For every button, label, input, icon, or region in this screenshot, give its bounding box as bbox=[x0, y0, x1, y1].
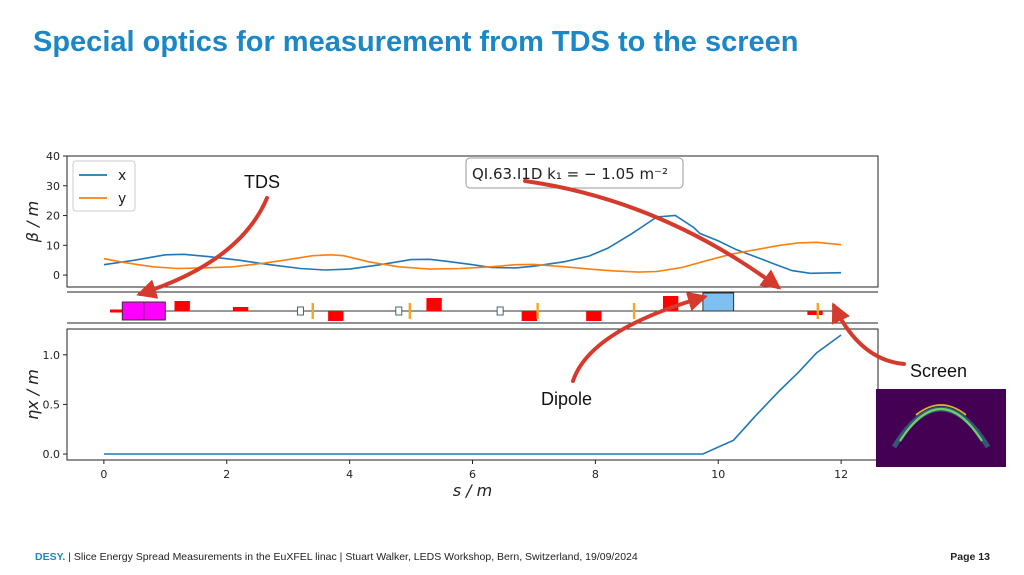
screen-arrow bbox=[831, 302, 906, 366]
quad-callout-box bbox=[465, 157, 684, 189]
quadrupole bbox=[807, 311, 823, 315]
sextupole-marker bbox=[311, 303, 314, 319]
eta-xtick-label: 12 bbox=[834, 468, 848, 481]
beta-ytick-label: 20 bbox=[46, 210, 60, 223]
dipole-magnet bbox=[702, 292, 735, 312]
tds-label: TDS bbox=[244, 172, 280, 192]
beta-ytick-label: 10 bbox=[46, 239, 60, 252]
eta-ytick-label: 0.0 bbox=[43, 448, 61, 461]
quadrupole bbox=[110, 309, 126, 313]
screen-label: Screen bbox=[910, 361, 968, 381]
eta-xtick-label: 6 bbox=[469, 468, 476, 481]
beta-ytick-label: 0 bbox=[53, 269, 60, 282]
beta-ylabel: β / m bbox=[23, 201, 42, 243]
beta-series-x bbox=[103, 214, 842, 275]
legend-label-y: y bbox=[118, 191, 126, 207]
page-number: Page 13 bbox=[950, 551, 990, 563]
eta-ytick-label: 1.0 bbox=[43, 349, 61, 362]
quadrupole bbox=[232, 307, 249, 311]
beam-monitor bbox=[395, 306, 403, 316]
footer-text: | Slice Energy Spread Measurements in th… bbox=[68, 551, 638, 563]
annotation-arrows bbox=[136, 179, 906, 383]
beta-ytick-label: 40 bbox=[46, 150, 60, 163]
legend-label-x: x bbox=[118, 168, 126, 184]
footer-brand: DESY. bbox=[35, 551, 66, 563]
quadrupole bbox=[521, 311, 538, 321]
sextupole-marker bbox=[536, 303, 539, 319]
eta-xtick-label: 10 bbox=[711, 468, 725, 481]
sextupole-marker bbox=[632, 303, 636, 319]
quad-arrow bbox=[523, 179, 782, 290]
beta-plot: 0 10 20 30 40 β / m xy QI.63.I1D k₁ = − 1.05 m⁻… bbox=[23, 150, 879, 288]
dipole-arrow bbox=[571, 291, 708, 383]
dipole-label: Dipole bbox=[541, 389, 593, 409]
tds-arrow bbox=[136, 196, 269, 299]
eta-axes-frame bbox=[66, 328, 879, 461]
eta-xtick-label: 8 bbox=[592, 468, 599, 481]
quad-callout-text: QI.63.I1D k₁ = − 1.05 m⁻² bbox=[472, 165, 668, 183]
sextupole-marker bbox=[816, 303, 819, 319]
quadrupole bbox=[426, 298, 442, 311]
beta-ytick-label: 30 bbox=[46, 180, 60, 193]
beam-monitor bbox=[496, 306, 504, 316]
eta-xtick-label: 2 bbox=[223, 468, 230, 481]
sextupole-marker bbox=[408, 303, 412, 319]
eta-ylabel: ηx / m bbox=[23, 369, 42, 420]
eta-xtick-label: 0 bbox=[100, 468, 107, 481]
beam-monitor bbox=[296, 306, 304, 316]
quadrupole bbox=[174, 301, 190, 311]
beta-axes-frame bbox=[66, 155, 879, 288]
lattice-strip bbox=[67, 291, 878, 324]
dispersion-plot: 0.0 0.5 1.0 0 2 4 6 8 10 12 s / m ηx / m bbox=[23, 328, 879, 500]
footer: DESY. | Slice Energy Spread Measurements… bbox=[35, 551, 638, 563]
quadrupole bbox=[586, 311, 602, 321]
slide-title: Special optics for measurement from TDS … bbox=[33, 26, 799, 58]
quadrupole bbox=[328, 311, 344, 321]
eta-xtick-label: 4 bbox=[346, 468, 353, 481]
screen-image bbox=[876, 389, 1006, 467]
eta-xlabel: s / m bbox=[453, 481, 492, 500]
eta-series bbox=[103, 334, 842, 455]
beta-legend: xy bbox=[72, 160, 136, 212]
eta-ytick-label: 0.5 bbox=[43, 398, 61, 411]
